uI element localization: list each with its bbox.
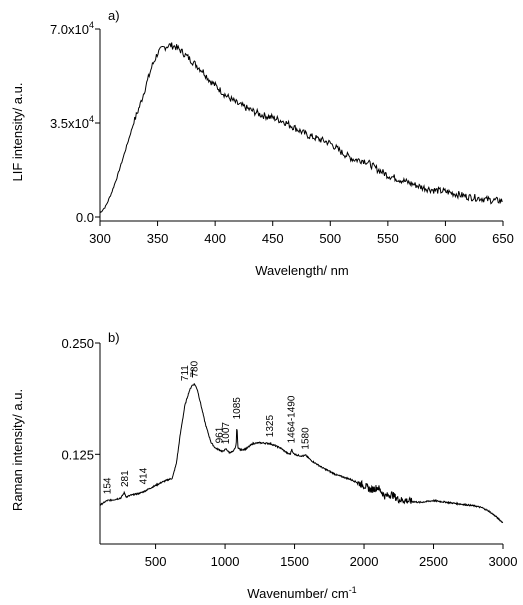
panel-b-peak-label: 414 — [139, 467, 150, 484]
panel-b-peak-label: 1580 — [301, 427, 312, 450]
panel-a-y-tick-label: 7.0x104 — [50, 20, 94, 37]
panel-a-x-tick-label: 650 — [492, 231, 514, 246]
panel-b-peak-label: 281 — [120, 470, 131, 487]
panel-b-y-axis-title: Raman intensity/ a.u. — [10, 389, 25, 511]
panel-a-y-tick-label: 0.0 — [76, 210, 94, 225]
panel-b-y-tick-label: 0.250 — [61, 336, 94, 351]
panel-a-x-tick-label: 600 — [435, 231, 457, 246]
panel-a-x-tick-label: 550 — [377, 231, 399, 246]
panel-b-x-tick-label: 2000 — [350, 554, 379, 569]
panel-a-x-tick-label: 450 — [262, 231, 284, 246]
panel-a-x-tick-label: 400 — [204, 231, 226, 246]
panel-a-series-line — [99, 42, 503, 214]
panel-b-x-tick-label: 3000 — [489, 554, 518, 569]
panel-b-peak-label: 711 — [180, 365, 191, 381]
panel-a-x-tick-label: 500 — [319, 231, 341, 246]
panel-b-peak-label: 1007 — [221, 422, 232, 445]
panel-b-chart: b) 500 1000 1500 2000 2500 3000 0.125 0.250 154… — [10, 330, 517, 601]
panel-b-x-tick-label: 1500 — [280, 554, 309, 569]
panel-a-x-tick-label: 300 — [89, 231, 111, 246]
panel-a-y-axis-title: LIF intensity/ a.u. — [10, 83, 25, 182]
panel-a-label: a) — [108, 8, 120, 23]
panel-b-x-tick-label: 1000 — [211, 554, 240, 569]
panel-b-peak-label: 961 — [215, 426, 226, 443]
panel-b-x-tick-label: 500 — [145, 554, 167, 569]
panel-b-peak-label: 1464-1490 — [286, 395, 297, 443]
panel-b-x-tick-label: 2500 — [419, 554, 448, 569]
panel-a-chart: a) 300 350 400 450 500 550 600 650 0.0 3.5x104 7.0… — [10, 8, 514, 278]
panel-b-peak-label: 780 — [190, 360, 201, 377]
panel-b-peak-label: 1325 — [265, 415, 276, 438]
panel-b-y-tick-label: 0.125 — [61, 447, 94, 462]
panel-a-x-axis-title: Wavelength/ nm — [255, 263, 348, 278]
panel-b-peak-label: 1085 — [232, 397, 243, 420]
panel-b-x-axis-title: Wavenumber/ cm-1 — [247, 585, 356, 601]
panel-b-series-line — [100, 382, 504, 524]
panel-b-peak-label: 154 — [103, 477, 114, 494]
panel-b-label: b) — [108, 330, 120, 345]
panel-a-x-tick-label: 350 — [147, 231, 169, 246]
panel-a-y-tick-label: 3.5x104 — [50, 114, 94, 131]
